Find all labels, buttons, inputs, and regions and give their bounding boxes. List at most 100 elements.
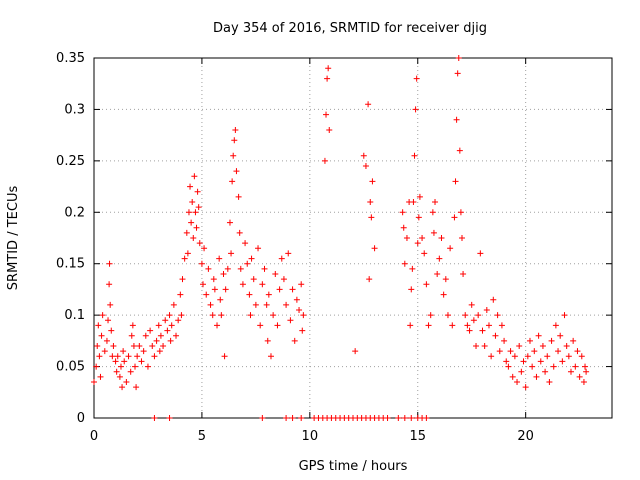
- data-point: [464, 322, 471, 329]
- data-point: [324, 75, 331, 82]
- data-point: [257, 322, 264, 329]
- data-point: [263, 301, 270, 308]
- data-point: [94, 343, 101, 349]
- data-point: [175, 317, 182, 324]
- data-point: [91, 379, 97, 385]
- data-point: [325, 65, 332, 72]
- data-point: [138, 358, 145, 365]
- data-point: [267, 353, 274, 360]
- data-point: [190, 235, 197, 241]
- data-point: [503, 358, 510, 365]
- data-point: [321, 157, 328, 164]
- data-point: [239, 281, 246, 288]
- data-point: [149, 343, 156, 349]
- data-point: [537, 358, 544, 365]
- data-point: [453, 116, 460, 123]
- data-point: [274, 322, 281, 329]
- data-point: [162, 317, 169, 324]
- data-point: [367, 199, 374, 205]
- data-point: [207, 301, 214, 308]
- data-point: [113, 368, 120, 375]
- data-point: [244, 260, 251, 267]
- data-point: [198, 260, 205, 267]
- data-point: [293, 296, 300, 303]
- data-point: [481, 343, 488, 349]
- data-point: [195, 204, 202, 211]
- data-point: [214, 322, 221, 329]
- data-point: [183, 229, 190, 236]
- data-point: [246, 291, 253, 298]
- data-point: [457, 209, 464, 216]
- data-point: [529, 363, 536, 370]
- data-point: [578, 353, 585, 360]
- data-point: [456, 147, 463, 154]
- data-point: [300, 312, 307, 319]
- data-point: [557, 332, 564, 339]
- data-point: [570, 337, 577, 344]
- data-point: [511, 353, 518, 360]
- data-point: [125, 353, 132, 360]
- y-tick-label: 0.2: [64, 205, 85, 220]
- data-point: [419, 235, 426, 241]
- data-point: [565, 353, 572, 360]
- x-tick-label: 5: [198, 429, 206, 444]
- data-point: [507, 348, 514, 355]
- x-axis-label: GPS time / hours: [299, 459, 408, 474]
- data-point: [494, 312, 501, 319]
- data-point: [236, 229, 243, 236]
- data-point: [460, 271, 467, 277]
- data-point: [283, 301, 290, 308]
- axis-ticks: 0 0.05 0.1 0.15 0.2 0.25 0.3 0.35 0 5 10 15 20: [56, 51, 612, 444]
- data-point: [248, 255, 255, 262]
- data-point: [447, 245, 454, 252]
- data-point: [199, 281, 206, 288]
- data-point: [226, 219, 233, 226]
- data-point: [299, 327, 306, 334]
- data-point: [524, 353, 531, 360]
- data-point: [520, 358, 527, 365]
- data-point: [466, 327, 473, 334]
- data-point: [490, 296, 497, 303]
- data-point: [121, 358, 128, 365]
- data-point: [231, 137, 238, 144]
- data-point: [144, 363, 151, 370]
- data-point: [178, 312, 185, 319]
- data-point: [555, 348, 562, 355]
- data-point: [184, 250, 191, 257]
- data-point: [166, 312, 173, 319]
- data-point: [140, 348, 147, 355]
- y-tick-label: 0.25: [56, 154, 85, 169]
- data-point: [120, 348, 127, 355]
- data-point: [548, 337, 555, 344]
- data-point: [550, 363, 557, 370]
- x-tick-label: 20: [517, 429, 534, 444]
- data-point: [412, 106, 419, 113]
- data-point: [230, 152, 237, 159]
- data-point: [117, 363, 124, 370]
- data-point: [247, 312, 254, 319]
- data-point: [535, 332, 542, 339]
- x-tick-label: 15: [409, 429, 426, 444]
- data-point: [276, 286, 283, 293]
- data-point: [216, 255, 223, 262]
- data-point: [237, 265, 244, 272]
- data-point: [468, 301, 475, 308]
- data-point: [432, 199, 439, 205]
- data-point: [166, 415, 173, 421]
- data-point: [188, 219, 195, 226]
- data-point: [352, 348, 359, 355]
- data-point: [250, 276, 257, 283]
- data-point: [229, 178, 236, 185]
- data-point: [270, 312, 277, 319]
- data-point: [116, 373, 123, 380]
- data-point: [516, 343, 523, 349]
- y-tick-label: 0.35: [56, 51, 85, 66]
- data-point: [222, 286, 229, 293]
- data-point: [411, 152, 418, 159]
- data-point: [458, 235, 465, 241]
- data-point: [232, 127, 239, 133]
- data-point: [264, 337, 271, 344]
- data-point: [454, 70, 461, 77]
- data-point: [416, 193, 423, 200]
- data-point: [483, 307, 490, 313]
